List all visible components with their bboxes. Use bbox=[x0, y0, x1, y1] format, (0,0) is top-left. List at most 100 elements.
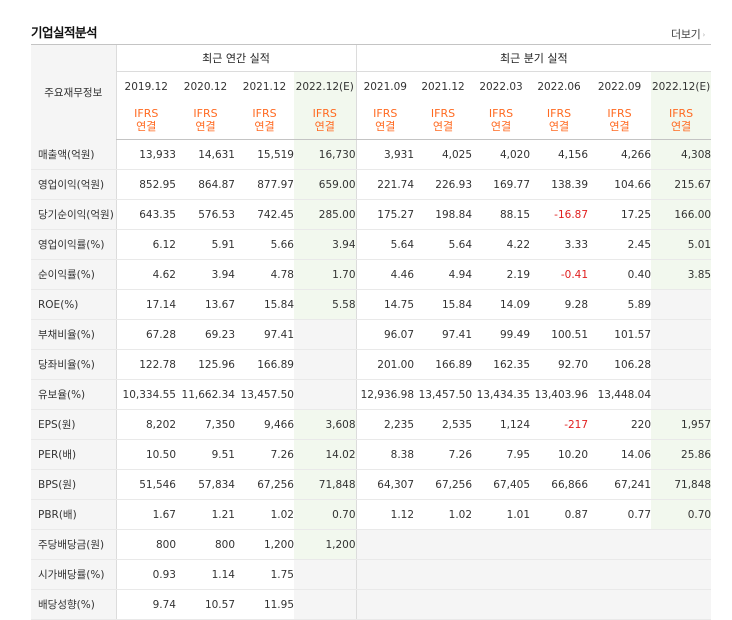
table-cell bbox=[294, 349, 357, 380]
table-cell: 57,834 bbox=[176, 469, 235, 500]
table-cell: 7.95 bbox=[472, 439, 531, 470]
table-cell: 1.67 bbox=[115, 499, 176, 530]
table-cell: 67.28 bbox=[115, 319, 176, 350]
table-cell: 8.38 bbox=[355, 439, 415, 470]
table-cell: 4.78 bbox=[235, 259, 294, 290]
table-cell: 13,448.04 bbox=[588, 379, 652, 410]
consolidated-label: 연결 bbox=[490, 120, 512, 133]
table-row: 주당배당금(원) 800 800 1,200 1,200 bbox=[31, 529, 712, 560]
table-cell: 800 bbox=[115, 529, 176, 560]
table-cell: 576.53 bbox=[176, 199, 235, 230]
table-cell: 1.01 bbox=[472, 499, 531, 530]
table-cell: 0.87 bbox=[530, 499, 589, 530]
row-label: 매출액(억원) bbox=[31, 139, 116, 170]
main-financial-label: 주요재무정보 bbox=[31, 44, 116, 140]
table-cell: 88.15 bbox=[472, 199, 531, 230]
period-header: 2022.06 bbox=[537, 80, 581, 93]
table-cell bbox=[414, 529, 473, 560]
ifrs-label: IFRS bbox=[312, 107, 337, 120]
table-cell: 1,957 bbox=[651, 409, 712, 440]
ifrs-header: IFRS 연결 bbox=[294, 101, 357, 140]
ifrs-header: IFRS 연결 bbox=[176, 101, 235, 140]
table-cell: 643.35 bbox=[115, 199, 176, 230]
ifrs-header: IFRS 연결 bbox=[588, 101, 652, 140]
table-cell: 96.07 bbox=[355, 319, 415, 350]
table-cell bbox=[651, 349, 712, 380]
table-cell: 67,405 bbox=[472, 469, 531, 500]
table-row: 당좌비율(%) 122.78 125.96 166.89 201.00 166.89 162… bbox=[31, 349, 712, 380]
table-cell: 4,025 bbox=[414, 139, 473, 170]
table-cell: 285.00 bbox=[294, 199, 357, 230]
annual-group-header: 최근 연간 실적 bbox=[115, 44, 357, 72]
table-cell: 1.12 bbox=[355, 499, 415, 530]
table-cell: 100.51 bbox=[530, 319, 589, 350]
row-label: PBR(배) bbox=[31, 499, 116, 530]
period-header: 2022.12(E) bbox=[294, 71, 357, 101]
table-cell: -16.87 bbox=[530, 199, 589, 230]
row-label: 당기순이익(억원) bbox=[31, 199, 116, 230]
row-label: BPS(원) bbox=[31, 469, 116, 500]
table-cell: 17.25 bbox=[588, 199, 652, 230]
table-cell: 226.93 bbox=[414, 169, 473, 200]
table-row: 시가배당률(%) 0.93 1.14 1.75 bbox=[31, 559, 712, 590]
table-cell: 5.64 bbox=[355, 229, 415, 260]
table-cell: 0.70 bbox=[294, 499, 357, 530]
table-cell: 10.50 bbox=[115, 439, 176, 470]
table-cell: 13,403.96 bbox=[530, 379, 589, 410]
table-cell: 1.02 bbox=[414, 499, 473, 530]
table-row: 유보율(%) 10,334.55 11,662.34 13,457.50 12,936.… bbox=[31, 379, 712, 410]
table-cell: 10.20 bbox=[530, 439, 589, 470]
ifrs-label: IFRS bbox=[193, 107, 218, 120]
table-cell: 4.62 bbox=[115, 259, 176, 290]
table-row: 영업이익(억원) 852.95 864.87 877.97 659.00 221.74 22… bbox=[31, 169, 712, 200]
more-label[interactable]: 더보기 bbox=[671, 28, 701, 41]
table-cell: 25.86 bbox=[651, 439, 712, 470]
table-cell: 3,931 bbox=[355, 139, 415, 170]
period-header: 2022.09 bbox=[597, 80, 642, 93]
table-cell: 162.35 bbox=[472, 349, 531, 380]
table-cell: 742.45 bbox=[235, 199, 294, 230]
row-label: 유보율(%) bbox=[31, 379, 116, 410]
consolidated-label: 연결 bbox=[136, 120, 157, 133]
table-cell: 14.09 bbox=[472, 289, 531, 320]
table-cell bbox=[472, 559, 531, 590]
row-label: 시가배당률(%) bbox=[31, 559, 116, 590]
table-cell: 1.14 bbox=[176, 559, 235, 590]
table-cell: 166.89 bbox=[235, 349, 294, 380]
table-cell: 14,631 bbox=[176, 139, 235, 170]
table-cell: 71,848 bbox=[651, 469, 712, 500]
table-cell: 3.85 bbox=[651, 259, 712, 290]
table-cell: 10,334.55 bbox=[115, 379, 176, 410]
table-cell: 13,434.35 bbox=[472, 379, 531, 410]
table-cell: 16,730 bbox=[294, 139, 357, 170]
consolidated-label: 연결 bbox=[314, 120, 335, 133]
ifrs-header: IFRS 연결 bbox=[530, 101, 589, 140]
ifrs-header: IFRS 연결 bbox=[414, 101, 473, 140]
row-label: EPS(원) bbox=[31, 409, 116, 440]
table-cell: 92.70 bbox=[530, 349, 589, 380]
table-cell: 3,608 bbox=[294, 409, 357, 440]
table-cell bbox=[530, 559, 589, 590]
table-cell: 1,124 bbox=[472, 409, 531, 440]
table-cell: 15.84 bbox=[414, 289, 473, 320]
table-cell bbox=[355, 529, 415, 560]
table-cell: 4.22 bbox=[472, 229, 531, 260]
table-cell: 3.33 bbox=[530, 229, 589, 260]
table-row: BPS(원) 51,546 57,834 67,256 71,848 64,307 67,2… bbox=[31, 469, 712, 500]
ifrs-header: IFRS 연결 bbox=[115, 101, 176, 140]
period-header: 2021.12 bbox=[242, 80, 287, 93]
more-link[interactable]: 더보기 › bbox=[671, 26, 705, 42]
table-row: 당기순이익(억원) 643.35 576.53 742.45 285.00 175.27 1… bbox=[31, 199, 712, 230]
table-cell: 67,241 bbox=[588, 469, 652, 500]
table-cell: 5.01 bbox=[651, 229, 712, 260]
table-cell: 1.75 bbox=[235, 559, 294, 590]
table-cell: 7,350 bbox=[176, 409, 235, 440]
consolidated-label: 연결 bbox=[432, 120, 454, 133]
table-cell: 877.97 bbox=[235, 169, 294, 200]
table-cell bbox=[588, 529, 652, 560]
section-title: 기업실적분석 bbox=[31, 25, 98, 40]
row-label: 영업이익률(%) bbox=[31, 229, 116, 260]
table-cell: 1,200 bbox=[235, 529, 294, 560]
table-cell: 106.28 bbox=[588, 349, 652, 380]
consolidated-label: 연결 bbox=[609, 120, 630, 133]
